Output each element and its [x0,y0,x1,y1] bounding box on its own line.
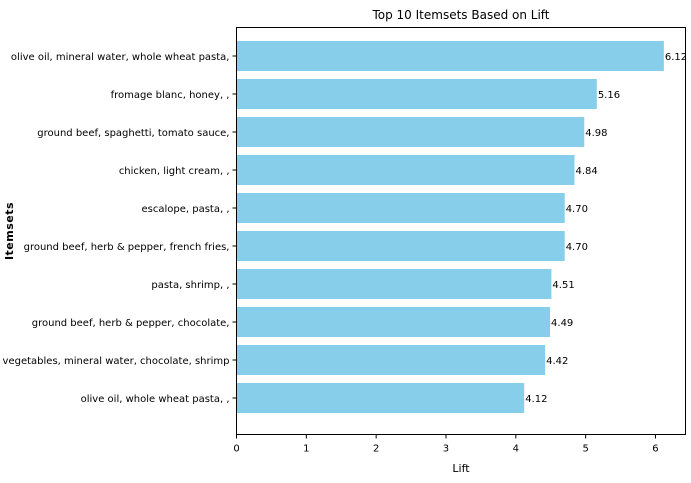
category-label: ground beef, herb & pepper, french fries… [24,242,230,253]
bar-value-label: 4.70 [566,242,588,253]
bar-value-label: 4.98 [585,128,607,139]
bar [236,307,551,337]
bar-value-label: 4.42 [546,356,568,367]
bar-value-label: 4.84 [575,166,597,177]
x-tick-label: 2 [373,444,379,455]
bar [236,41,664,71]
x-tick-label: 0 [233,444,239,455]
category-label: ground beef, spaghetti, tomato sauce, [37,128,229,139]
category-label: olive oil, mineral water, whole wheat pa… [11,52,230,63]
plot-frame [236,27,686,435]
bar [236,117,585,147]
category-label: escalope, pasta, , [141,204,229,215]
bar-value-label: 5.16 [598,90,620,101]
y-axis-label: Itemsets [3,202,16,260]
x-tick-label: 4 [513,444,519,455]
bar [236,193,565,223]
bar [236,155,575,185]
bars-group [236,41,664,413]
bar [236,345,546,375]
bar-value-label: 4.51 [552,280,574,291]
x-tick-label: 6 [652,444,658,455]
bar [236,383,525,413]
category-label: olive oil, whole wheat pasta, , [81,394,230,405]
bar [236,269,552,299]
x-tick-label: 1 [303,444,309,455]
bar-value-label: 4.49 [551,318,573,329]
bar [236,79,597,109]
chart-title: Top 10 Itemsets Based on Lift [371,8,549,22]
category-label: frozen vegetables, mineral water, chocol… [0,356,230,367]
bar-value-label: 6.12 [665,52,687,63]
x-axis-label: Lift [452,462,470,475]
category-labels-group: olive oil, mineral water, whole wheat pa… [0,52,237,405]
x-tick-label: 5 [582,444,588,455]
bar-value-label: 4.12 [525,394,547,405]
x-tick-label: 3 [443,444,449,455]
value-labels-group: 6.12 5.16 4.98 4.84 4.70 4.70 4.51 4.49 4.42 4.12 [525,52,687,405]
category-label: chicken, light cream, , [119,166,230,177]
bar [236,231,565,261]
category-label: ground beef, herb & pepper, chocolate, [32,318,230,329]
category-label: pasta, shrimp, , [151,280,229,291]
bar-value-label: 4.70 [566,204,588,215]
category-label: fromage blanc, honey, , [111,90,230,101]
x-ticks-group: 0 1 2 3 4 5 6 [233,434,659,455]
